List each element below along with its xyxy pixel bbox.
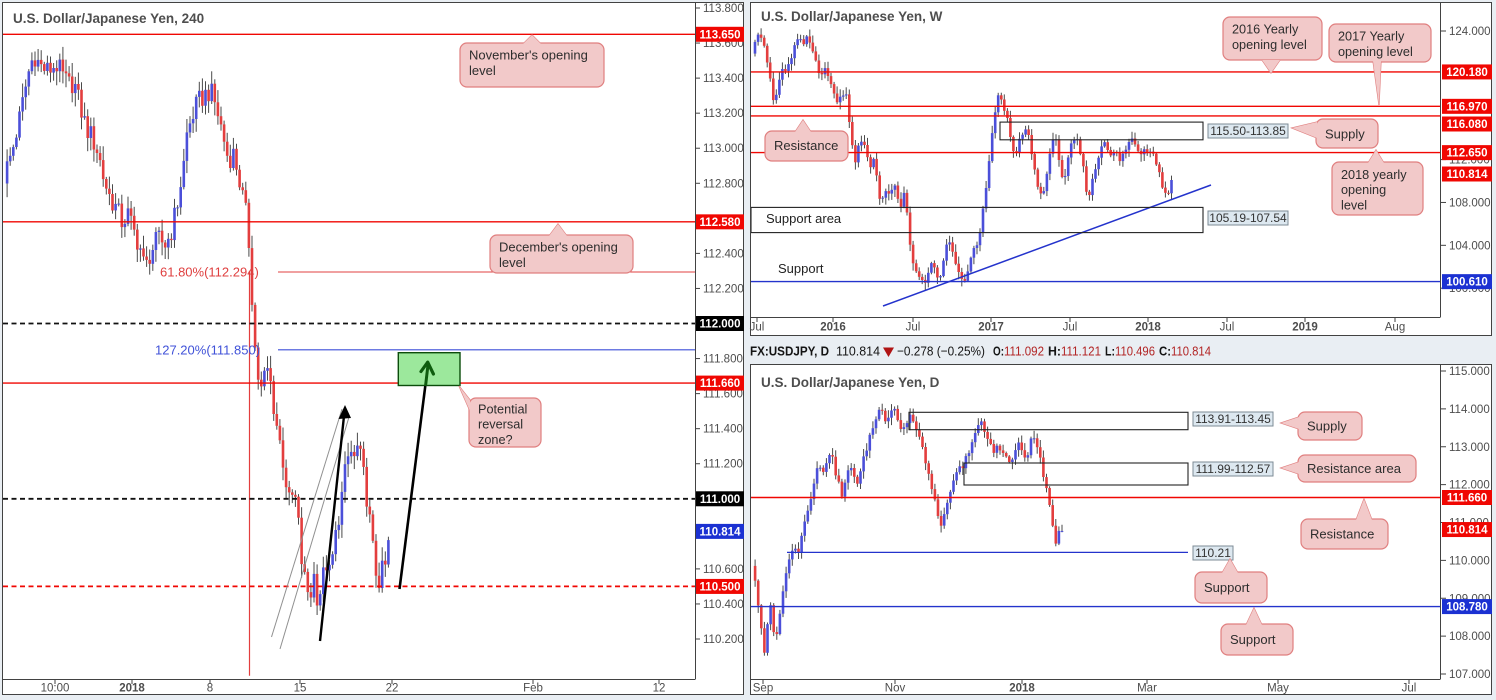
svg-text:120.180: 120.180: [1446, 67, 1488, 79]
svg-text:level: level: [469, 63, 496, 78]
svg-text:110.814: 110.814: [700, 526, 742, 538]
svg-text:113.000: 113.000: [703, 143, 744, 155]
svg-text:Support: Support: [1230, 632, 1276, 647]
svg-text:2018: 2018: [1135, 322, 1161, 334]
svg-text:level: level: [499, 255, 526, 270]
svg-text:22: 22: [386, 683, 399, 695]
svg-text:110.600: 110.600: [703, 564, 744, 576]
svg-text:110.21: 110.21: [1195, 546, 1231, 560]
svg-text:108.000: 108.000: [1449, 631, 1491, 643]
svg-text:Support: Support: [1204, 580, 1250, 595]
svg-text:108.000: 108.000: [1449, 197, 1491, 209]
svg-text:113.400: 113.400: [703, 73, 744, 85]
svg-text:111.200: 111.200: [703, 459, 743, 471]
svg-text:2016: 2016: [820, 322, 846, 334]
svg-text:Potential: Potential: [478, 403, 527, 417]
svg-text:2017: 2017: [978, 322, 1004, 334]
svg-text:116.970: 116.970: [1447, 101, 1488, 113]
svg-text:Mar: Mar: [1137, 683, 1157, 695]
svg-text:115.50-113.85: 115.50-113.85: [1210, 124, 1286, 138]
svg-text:level: level: [1341, 198, 1367, 212]
svg-text:Resistance: Resistance: [1310, 527, 1374, 542]
svg-text:2018: 2018: [119, 683, 145, 695]
svg-text:Support: Support: [778, 261, 824, 276]
svg-text:111.600: 111.600: [703, 389, 743, 401]
svg-text:113.91-113.45: 113.91-113.45: [1195, 412, 1271, 426]
svg-text:110.814: 110.814: [1447, 169, 1489, 181]
svg-text:104.000: 104.000: [1449, 240, 1491, 252]
svg-text:opening level: opening level: [1232, 38, 1307, 52]
svg-text:opening level: opening level: [1338, 45, 1413, 59]
svg-text:108.780: 108.780: [1446, 602, 1488, 614]
svg-text:December's opening: December's opening: [499, 240, 618, 255]
svg-text:112.800: 112.800: [703, 178, 744, 190]
svg-text:Resistance area: Resistance area: [1307, 461, 1402, 476]
svg-text:127.20%(111.850): 127.20%(111.850): [155, 342, 260, 357]
svg-text:110.200: 110.200: [703, 634, 744, 646]
svg-text:113.650: 113.650: [700, 29, 741, 41]
svg-text:2017 Yearly: 2017 Yearly: [1338, 30, 1405, 44]
svg-text:Resistance: Resistance: [774, 138, 838, 153]
svg-text:111.400: 111.400: [703, 424, 743, 436]
svg-text:111.000: 111.000: [700, 494, 740, 506]
svg-text:Support area: Support area: [766, 211, 842, 226]
svg-text:113.000: 113.000: [1449, 442, 1490, 454]
svg-text:111.99-112.57: 111.99-112.57: [1196, 462, 1271, 476]
svg-text:Nov: Nov: [885, 683, 906, 695]
svg-text:110.400: 110.400: [703, 599, 744, 611]
svg-text:112.000: 112.000: [1449, 480, 1490, 492]
svg-text:12: 12: [653, 683, 666, 695]
svg-text:2016 Yearly: 2016 Yearly: [1232, 23, 1299, 37]
svg-text:U.S. Dollar/Japanese Yen, W: U.S. Dollar/Japanese Yen, W: [761, 9, 943, 24]
svg-text:61.80%(112.294): 61.80%(112.294): [160, 265, 259, 280]
svg-text:110.000: 110.000: [1449, 555, 1490, 567]
svg-text:111.660: 111.660: [1447, 493, 1487, 505]
svg-text:Jul: Jul: [1063, 322, 1078, 334]
svg-text:112.200: 112.200: [703, 283, 744, 295]
svg-text:112.000: 112.000: [700, 319, 741, 331]
svg-text:Aug: Aug: [1385, 322, 1405, 334]
svg-text:Jul: Jul: [750, 322, 765, 334]
svg-text:112.580: 112.580: [700, 217, 741, 229]
svg-text:112.650: 112.650: [1447, 148, 1488, 160]
svg-text:2018 yearly: 2018 yearly: [1341, 168, 1407, 182]
svg-text:Feb: Feb: [523, 683, 543, 695]
svg-text:124.000: 124.000: [1449, 26, 1491, 38]
svg-text:116.080: 116.080: [1447, 119, 1488, 131]
svg-text:Jul: Jul: [1220, 322, 1235, 334]
svg-text:15: 15: [294, 683, 307, 695]
svg-text:114.000: 114.000: [1449, 404, 1490, 416]
svg-text:reversal: reversal: [478, 418, 523, 432]
svg-text:105.19-107.54: 105.19-107.54: [1209, 211, 1287, 225]
svg-text:Jul: Jul: [1402, 683, 1417, 695]
svg-text:107.000: 107.000: [1449, 669, 1491, 681]
svg-text:10:00: 10:00: [41, 683, 70, 695]
svg-text:November's opening: November's opening: [469, 48, 588, 63]
svg-text:U.S. Dollar/Japanese Yen, D: U.S. Dollar/Japanese Yen, D: [761, 375, 940, 390]
svg-text:113.800: 113.800: [703, 3, 744, 15]
svg-text:112.400: 112.400: [703, 248, 744, 260]
svg-text:8: 8: [207, 683, 213, 695]
svg-text:zone?: zone?: [478, 433, 513, 447]
svg-text:Supply: Supply: [1307, 419, 1347, 434]
svg-text:Sep: Sep: [753, 683, 773, 695]
svg-text:110.500: 110.500: [700, 581, 741, 593]
svg-text:110.814: 110.814: [1447, 525, 1489, 537]
svg-text:113.200: 113.200: [703, 108, 744, 120]
svg-text:May: May: [1267, 683, 1289, 695]
svg-text:Supply: Supply: [1325, 127, 1365, 142]
svg-text:111.660: 111.660: [700, 378, 740, 390]
svg-text:U.S. Dollar/Japanese Yen, 240: U.S. Dollar/Japanese Yen, 240: [13, 11, 204, 26]
svg-text:100.610: 100.610: [1446, 277, 1488, 289]
svg-text:Jul: Jul: [906, 322, 921, 334]
svg-text:115.000: 115.000: [1449, 366, 1490, 378]
svg-text:2019: 2019: [1292, 322, 1318, 334]
svg-text:opening: opening: [1341, 183, 1386, 197]
svg-text:2018: 2018: [1009, 683, 1035, 695]
svg-text:111.800: 111.800: [703, 354, 743, 366]
